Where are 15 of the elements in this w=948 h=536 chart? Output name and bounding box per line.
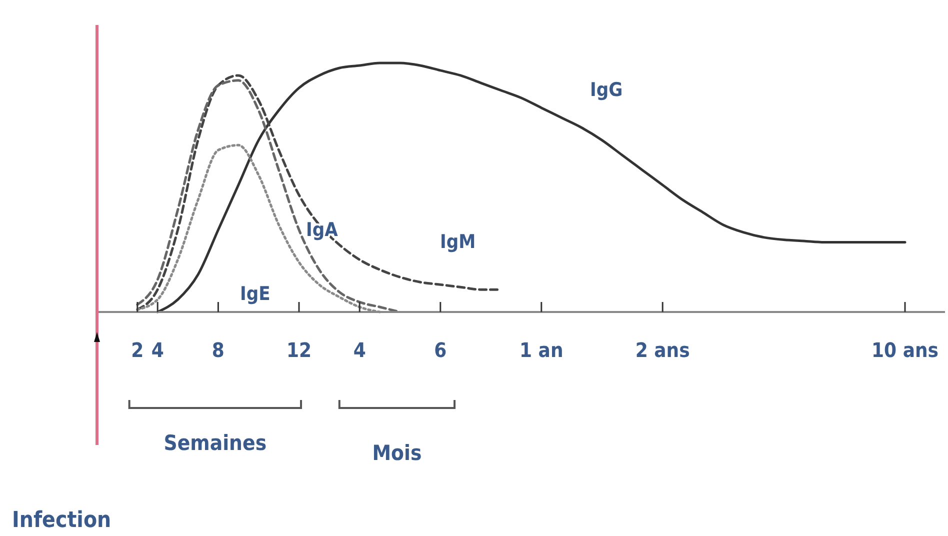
x-tick-label: 12 xyxy=(286,338,312,362)
series-label: IgG xyxy=(590,79,623,101)
x-tick-label: 1 an xyxy=(520,338,564,362)
series-label: IgE xyxy=(240,283,270,305)
series-label: IgM xyxy=(440,231,476,253)
x-tick-label: 4 xyxy=(353,338,366,362)
x-tick-label: 8 xyxy=(212,338,224,362)
x-tick-label: 6 xyxy=(434,338,447,362)
text: Infection xyxy=(12,508,112,533)
x-tick-label: 10 ans xyxy=(872,338,938,362)
x-tick-label: 2 ans xyxy=(635,338,690,362)
x-tick-label: 2 xyxy=(131,338,144,362)
text: Semaines xyxy=(164,431,267,455)
text: Mois xyxy=(372,441,422,465)
x-tick-label: 4 xyxy=(151,338,164,362)
